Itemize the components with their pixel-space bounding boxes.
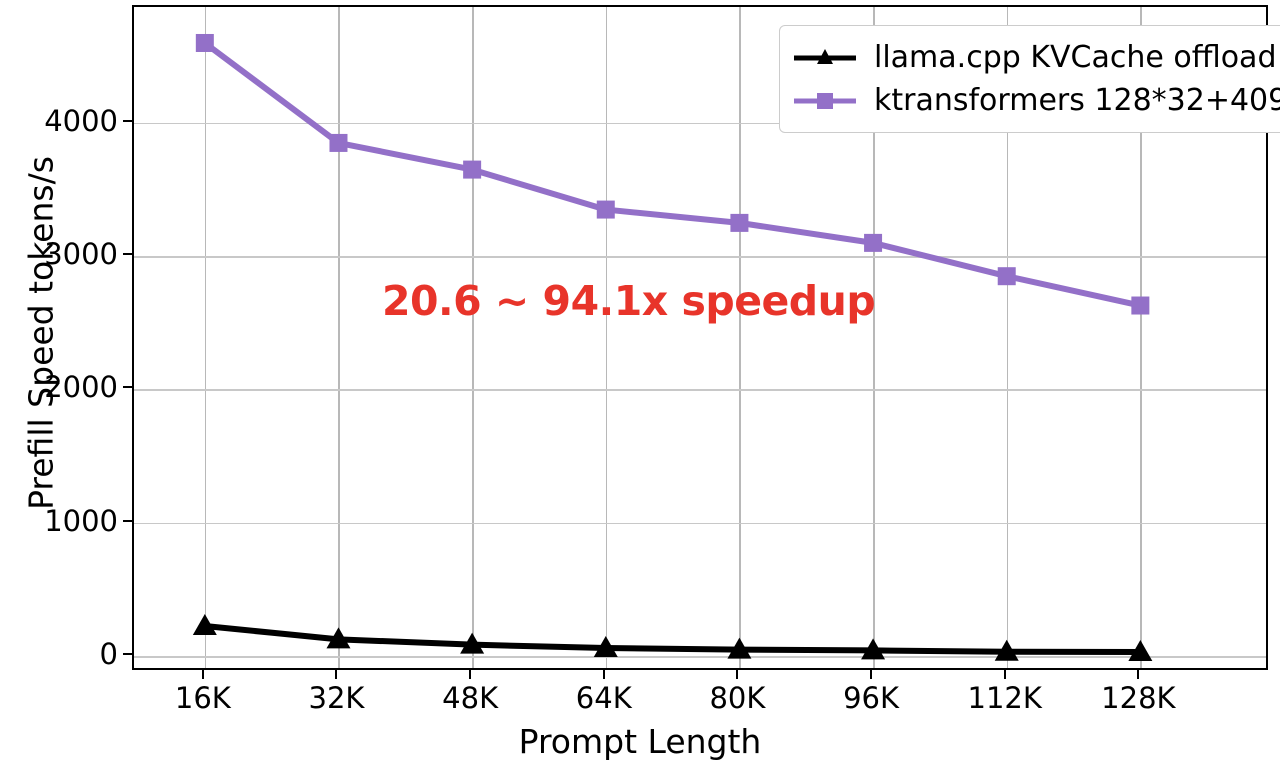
x-axis-tick-label: 32K — [308, 681, 365, 715]
data-point-marker — [460, 632, 485, 654]
x-axis-tick-label: 80K — [709, 681, 766, 715]
gridline-vertical — [1006, 7, 1009, 668]
x-axis-tick-mark — [602, 670, 605, 679]
y-axis-tick-mark — [123, 653, 132, 655]
y-axis-title: Prefill Speed tokens/s — [21, 156, 61, 510]
x-axis-tick-mark — [335, 670, 338, 679]
data-point-marker — [326, 627, 351, 649]
x-axis-tick-label: 16K — [174, 681, 231, 715]
data-point-marker — [596, 200, 615, 219]
y-axis-tick-mark — [123, 519, 132, 522]
gridline-vertical — [739, 7, 741, 668]
gridline-horizontal — [134, 256, 1266, 258]
x-axis-tick-label: 64K — [575, 681, 632, 715]
y-axis-tick-label: 2000 — [44, 370, 118, 405]
x-axis-tick-label: 96K — [843, 681, 900, 715]
x-axis-tick-label: 112K — [967, 681, 1042, 715]
y-axis-tick-label: 3000 — [44, 237, 118, 272]
legend-swatch-llama-cpp — [794, 48, 856, 64]
gridline-horizontal — [134, 389, 1266, 391]
chart-legend: llama.cpp KVCache offload TPOT ktransfor… — [779, 25, 1280, 133]
data-point-marker — [463, 160, 482, 179]
data-point-marker — [329, 133, 348, 152]
legend-swatch-ktransformers — [794, 92, 856, 109]
x-axis-tick-label: 128K — [1101, 681, 1176, 715]
x-axis-tick-mark — [736, 670, 739, 679]
data-point-marker — [1128, 640, 1153, 662]
y-axis-tick-label: 1000 — [44, 503, 118, 538]
gridline-vertical — [605, 7, 608, 668]
y-axis-tick-label: 0 — [99, 637, 118, 671]
data-point-marker — [997, 267, 1016, 286]
x-axis-tick-mark — [469, 670, 472, 679]
series-line-ktransformers — [201, 39, 1144, 309]
data-point-marker — [192, 614, 217, 636]
y-axis-tick-mark — [123, 253, 132, 256]
x-axis-tick-mark — [870, 670, 873, 679]
data-point-marker — [861, 638, 886, 660]
legend-item-ktransformers: ktransformers 128*32+4096 TPOT — [792, 79, 1280, 122]
data-point-marker — [195, 33, 214, 52]
y-axis-tick-mark — [123, 119, 132, 122]
series-line-llama-cpp — [201, 623, 1144, 656]
gridline-horizontal — [134, 522, 1266, 525]
gridline-vertical — [1140, 7, 1142, 668]
x-axis-tick-label: 48K — [442, 681, 499, 715]
gridline-horizontal — [134, 122, 1266, 125]
gridline-vertical — [873, 7, 875, 668]
legend-label-llama-cpp: llama.cpp KVCache offload TPOT — [874, 40, 1280, 75]
y-axis-tick-label: 4000 — [44, 103, 118, 138]
gridline-horizontal — [134, 656, 1266, 658]
plot-area: 20.6 ~ 94.1x speedup llama.cpp KVCache o… — [132, 5, 1280, 670]
data-point-marker — [994, 639, 1019, 661]
y-axis-tick-mark — [123, 386, 132, 389]
legend-item-llama-cpp: llama.cpp KVCache offload TPOT — [792, 36, 1280, 79]
x-axis-tick-mark — [1003, 670, 1006, 679]
data-point-marker — [730, 213, 749, 232]
data-point-marker — [1131, 296, 1150, 315]
data-point-marker — [593, 636, 618, 658]
data-point-marker — [864, 233, 883, 252]
gridline-vertical — [472, 7, 474, 668]
legend-label-ktransformers: ktransformers 128*32+4096 TPOT — [874, 83, 1280, 118]
speedup-annotation: 20.6 ~ 94.1x speedup — [382, 277, 876, 325]
x-axis-tick-mark — [1137, 670, 1140, 679]
x-axis-tick-mark — [201, 670, 204, 679]
gridline-vertical — [338, 7, 340, 668]
data-point-marker — [727, 637, 752, 659]
gridline-vertical — [204, 7, 207, 668]
x-axis-title: Prompt Length — [518, 722, 762, 761]
series-layer — [192, 33, 1153, 662]
